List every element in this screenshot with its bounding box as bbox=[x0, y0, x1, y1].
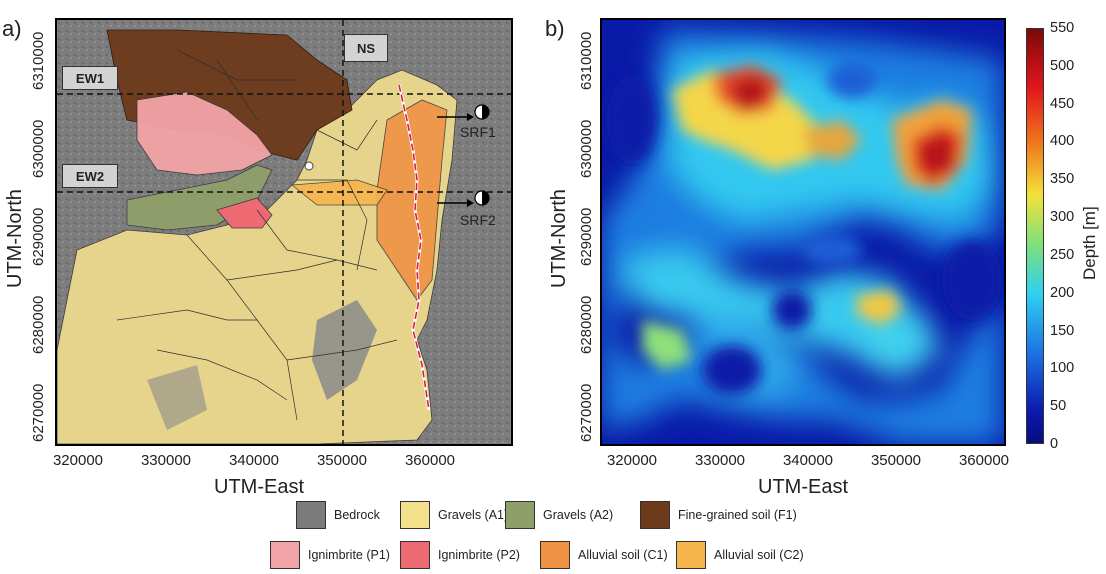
panel-a-y-tick: 6270000 bbox=[30, 383, 47, 442]
legend-item: Ignimbrite (P2) bbox=[400, 540, 520, 570]
panel-a-y-tick: 6310000 bbox=[30, 31, 47, 90]
legend-item: Fine-grained soil (F1) bbox=[640, 500, 797, 530]
panel-b-y-tick: 6270000 bbox=[578, 383, 595, 442]
fault-trace bbox=[398, 84, 430, 411]
legend-label: Ignimbrite (P2) bbox=[438, 548, 520, 562]
section-label-ns: NS bbox=[344, 34, 388, 62]
section-label-ew2: EW2 bbox=[62, 164, 118, 188]
colorbar-tick: 250 bbox=[1050, 246, 1075, 263]
colorbar-tick: 150 bbox=[1050, 322, 1075, 339]
depth-heatmap bbox=[602, 20, 1004, 444]
panel-a-y-tick: 6300000 bbox=[30, 119, 47, 178]
site-marker bbox=[304, 161, 314, 171]
panel-a-x-tick: 350000 bbox=[316, 452, 368, 469]
colorbar-ticks: 550 500 450 400 350 300 250 200 150 100 … bbox=[1050, 20, 1090, 456]
panel-a-letter: a) bbox=[2, 16, 22, 41]
colorbar-tick: 0 bbox=[1050, 436, 1059, 452]
panel-a-x-tick: 330000 bbox=[140, 452, 192, 469]
legend-label: Fine-grained soil (F1) bbox=[678, 508, 797, 522]
panel-b-x-tick: 350000 bbox=[870, 452, 922, 469]
legend-label: Gravels (A1) bbox=[438, 508, 509, 522]
legend-item: Alluvial soil (C1) bbox=[540, 540, 668, 570]
legend-label: Alluvial soil (C2) bbox=[714, 548, 804, 562]
bedrock-hill bbox=[312, 300, 377, 400]
colorbar-tick: 300 bbox=[1050, 209, 1075, 226]
panel-b-x-tick: 330000 bbox=[694, 452, 746, 469]
colorbar-tick: 100 bbox=[1050, 360, 1075, 377]
legend-swatch bbox=[296, 501, 326, 529]
colorbar-tick: 450 bbox=[1050, 95, 1075, 112]
panel-a-x-tick: 340000 bbox=[228, 452, 280, 469]
legend-item: Ignimbrite (P1) bbox=[270, 540, 390, 570]
fault-label-srf2: SRF2 bbox=[460, 212, 496, 228]
bedrock-hill bbox=[147, 365, 207, 430]
section-label-ew1: EW1 bbox=[62, 66, 118, 90]
section-label-ew1-text: EW1 bbox=[75, 70, 105, 86]
ignimbrite-p2-area bbox=[216, 197, 273, 229]
panel-b-x-tick: 360000 bbox=[958, 452, 1010, 469]
legend-item: Gravels (A1) bbox=[400, 500, 508, 530]
panel-b-x-label: UTM-East bbox=[758, 476, 848, 498]
legend-label: Alluvial soil (C1) bbox=[578, 548, 668, 562]
legend-item: Bedrock bbox=[296, 500, 380, 530]
alluvial-soil-c1-area bbox=[376, 99, 448, 301]
colorbar-tick: 200 bbox=[1050, 284, 1075, 301]
legend-swatch bbox=[676, 541, 706, 569]
colorbar-label: Depth [m] bbox=[1080, 206, 1099, 280]
section-label-ns-text: NS bbox=[356, 40, 376, 56]
panel-b-y-label: UTM-North bbox=[548, 189, 570, 288]
colorbar-tick: 500 bbox=[1050, 57, 1075, 74]
ignimbrite-p1-area bbox=[136, 91, 273, 176]
panel-b-x-tick: 320000 bbox=[606, 452, 658, 469]
panel-b-y-tick: 6280000 bbox=[578, 295, 595, 354]
panel-a-map-frame bbox=[55, 18, 513, 446]
colorbar-tick: 550 bbox=[1050, 20, 1075, 36]
colorbar bbox=[1026, 28, 1044, 444]
panel-a-y-tick: 6290000 bbox=[30, 207, 47, 266]
legend-swatch bbox=[640, 501, 670, 529]
geology-map bbox=[57, 20, 511, 444]
panel-a-x-label: UTM-East bbox=[214, 476, 304, 498]
legend-item: Alluvial soil (C2) bbox=[676, 540, 804, 570]
panel-a-x-tick: 320000 bbox=[52, 452, 104, 469]
colorbar-tick: 50 bbox=[1050, 398, 1067, 415]
panel-a-y-label: UTM-North bbox=[4, 189, 26, 288]
legend-swatch bbox=[270, 541, 300, 569]
panel-b-y-tick: 6300000 bbox=[578, 119, 595, 178]
legend-label: Gravels (A2) bbox=[543, 508, 614, 522]
colorbar-tick: 400 bbox=[1050, 133, 1075, 150]
panel-b-map-frame bbox=[600, 18, 1006, 446]
panel-b-y-tick: 6290000 bbox=[578, 207, 595, 266]
fault-label-srf1: SRF1 bbox=[460, 124, 496, 140]
colorbar-tick: 350 bbox=[1050, 171, 1075, 188]
legend-item: Gravels (A2) bbox=[505, 500, 613, 530]
legend-label: Bedrock bbox=[334, 508, 380, 522]
panel-a-y-tick: 6280000 bbox=[30, 295, 47, 354]
panel-a-x-tick: 360000 bbox=[404, 452, 456, 469]
panel-b-letter: b) bbox=[545, 16, 565, 41]
legend-swatch bbox=[540, 541, 570, 569]
legend-label: Ignimbrite (P1) bbox=[308, 548, 390, 562]
legend-swatch bbox=[400, 541, 430, 569]
panel-b-x-tick: 340000 bbox=[782, 452, 834, 469]
panel-b-y-tick: 6310000 bbox=[578, 31, 595, 90]
legend-swatch bbox=[505, 501, 535, 529]
section-label-ew2-text: EW2 bbox=[75, 168, 105, 184]
legend-swatch bbox=[400, 501, 430, 529]
gravels-a2-area bbox=[126, 164, 273, 231]
